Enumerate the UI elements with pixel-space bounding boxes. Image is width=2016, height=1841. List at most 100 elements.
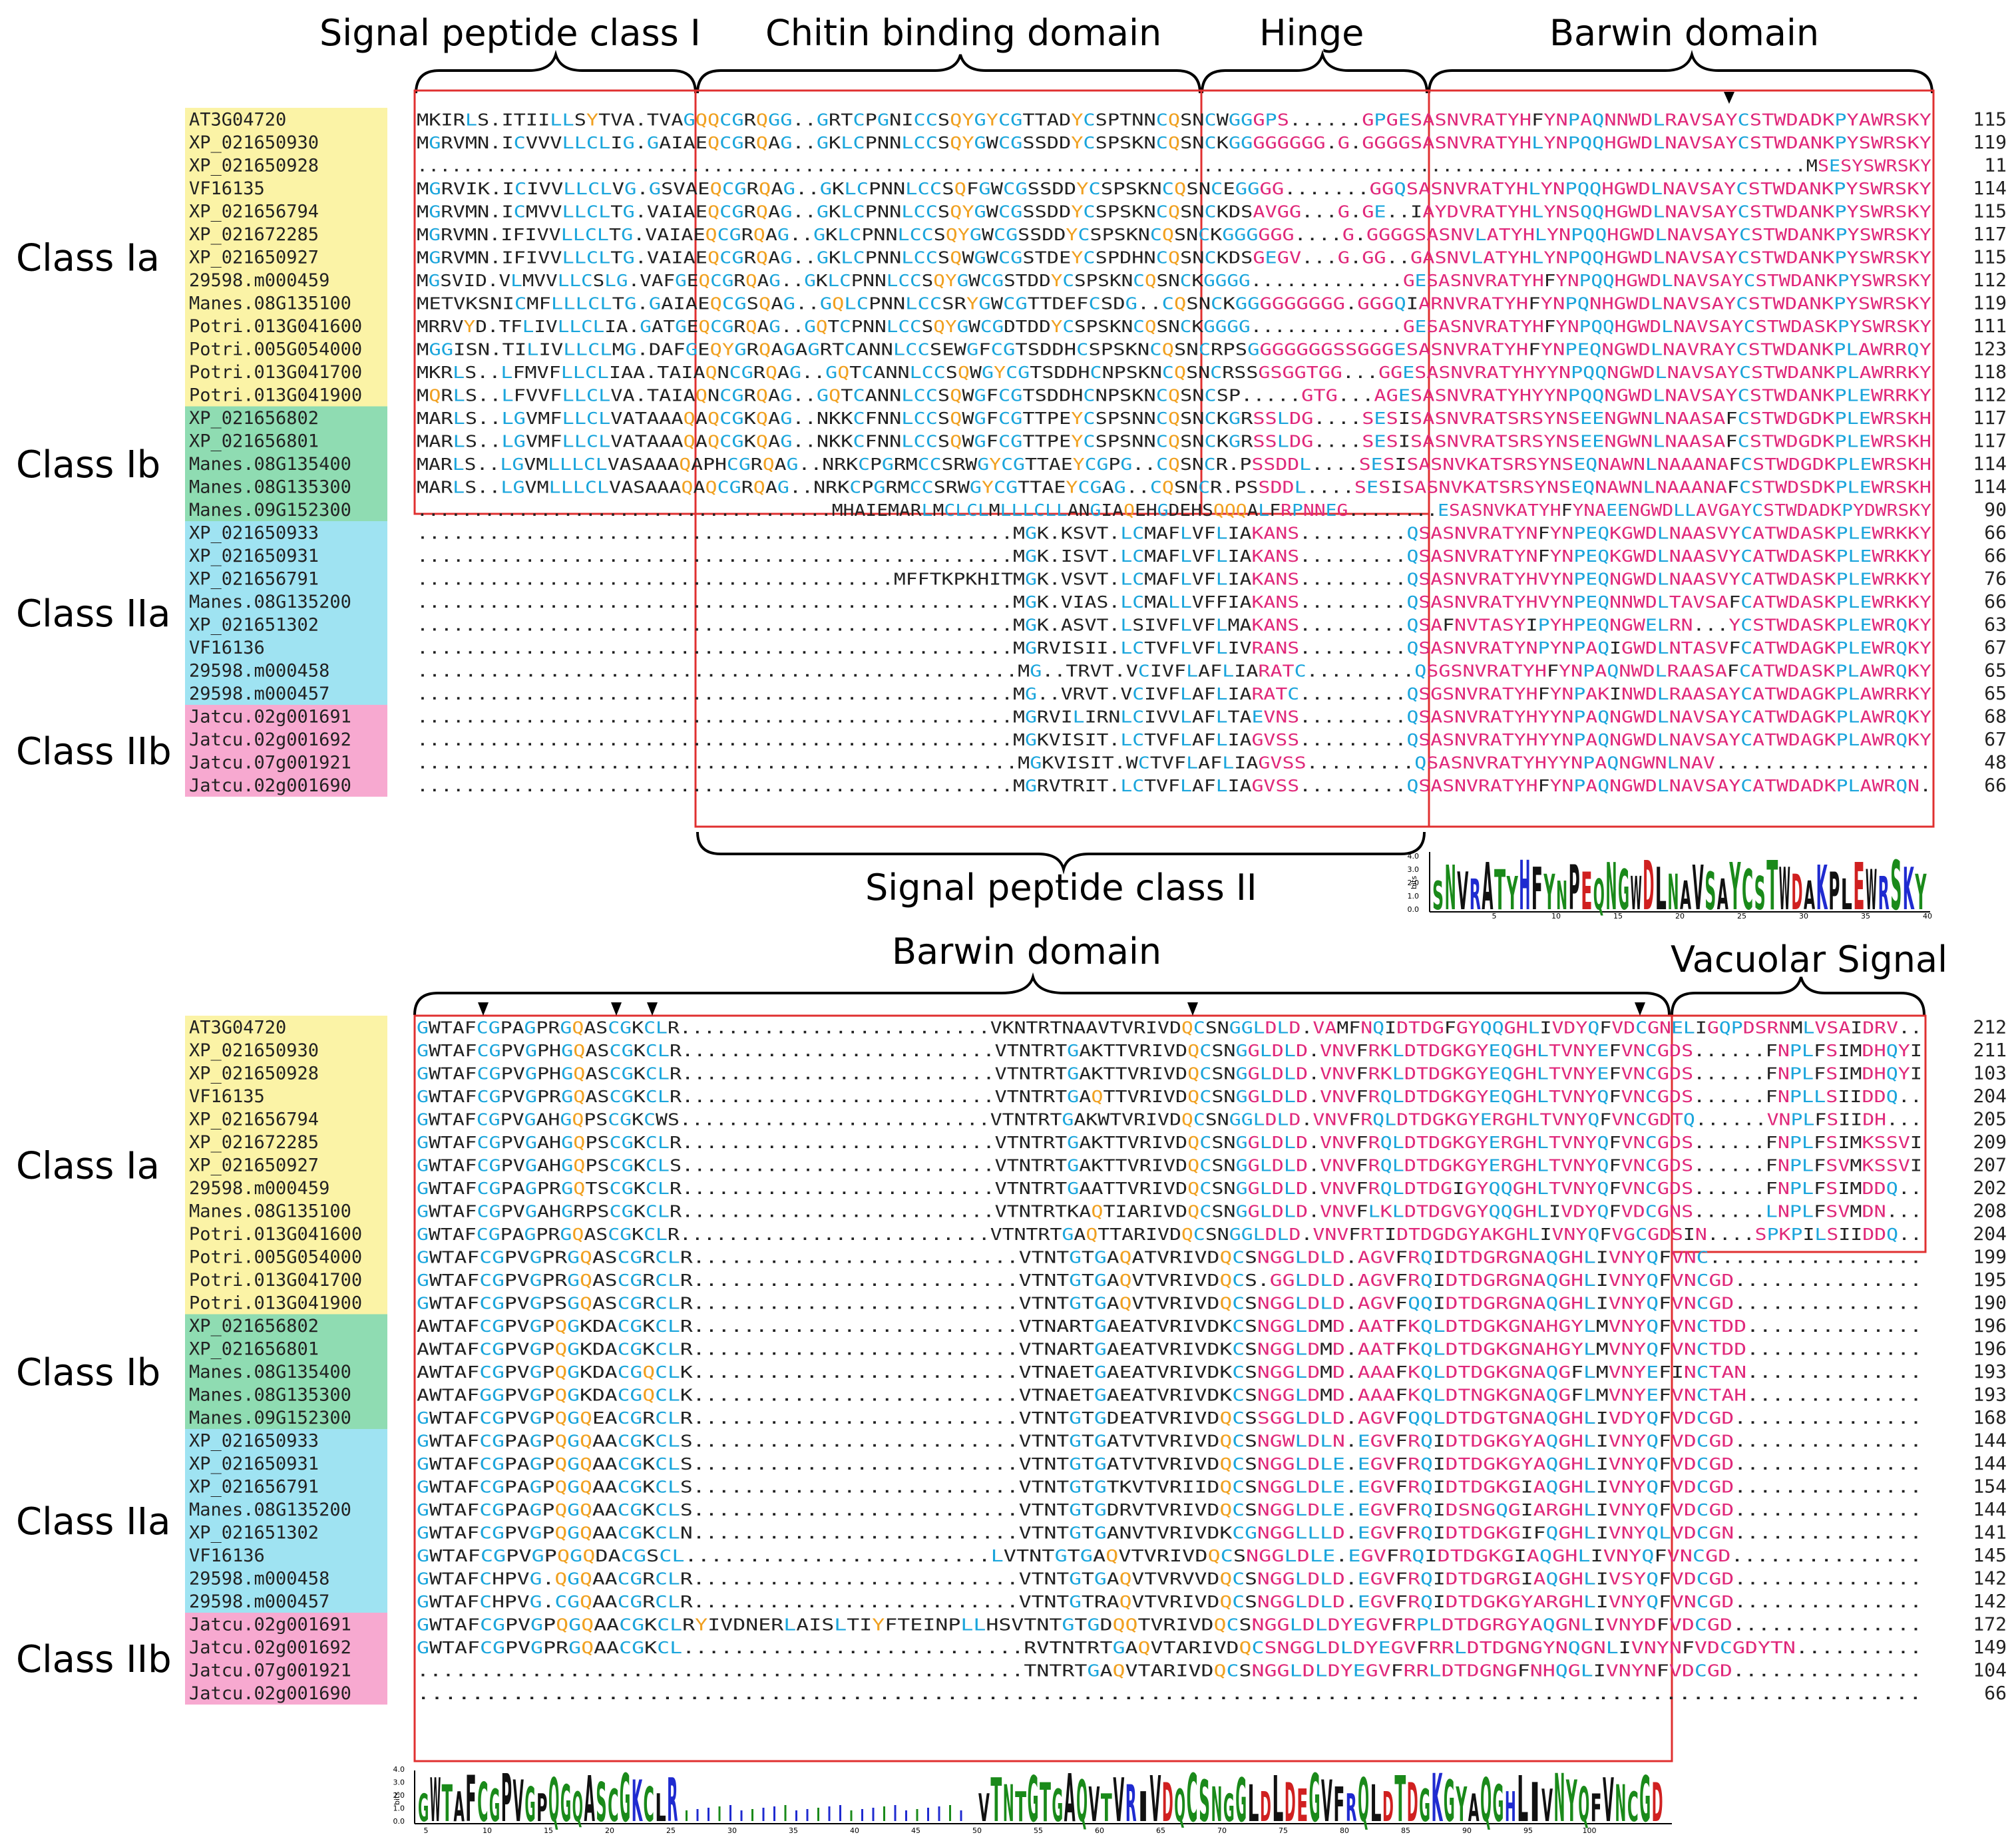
sequence-length: 209 [1973,1131,2007,1153]
logo-x-tick: 35 [1861,912,1870,920]
class-block-row [185,1222,387,1245]
class-block-row [185,567,387,590]
logo-gap-bar [696,1809,699,1821]
sequence-length: 205 [1973,1108,2007,1130]
sequence-id: XP_021656802 [189,1316,319,1336]
logo-letter: D [1407,1772,1418,1835]
sequence-length: 63 [1984,614,2007,636]
class-block-row [185,1589,387,1613]
cys-arrow-icon [611,1002,622,1016]
class-block-row [185,544,387,567]
logo-letter: A [1680,873,1691,919]
header-signal-peptide-class-1: Signal peptide class I [319,12,701,54]
logo-letter: Y [1506,868,1518,920]
sequence-id: XP_021650931 [189,546,319,566]
class-block-row [185,1659,387,1682]
cys-arrow-icon [647,1002,658,1016]
sequence-id: Jatcu.02g001691 [189,1615,351,1635]
sequence-length: 114 [1973,177,2007,199]
logo-letter: C [1742,859,1753,922]
logo-letter: Y [1566,1768,1578,1835]
class-block-row [185,751,387,774]
sequence-length: 66 [1984,774,2007,796]
sequence-id: Manes.09G152300 [189,500,351,520]
logo-letter: C [644,1776,654,1832]
logo-letter: W [1631,868,1642,920]
sequence-length: 141 [1973,1522,2007,1543]
sequence-length: 195 [1973,1269,2007,1291]
logo-letter: S [1705,861,1716,922]
class-block-row [185,1475,387,1498]
logo-letter: G [524,1776,535,1832]
logo-letter: D [1791,864,1802,921]
sequence-length: 144 [1973,1452,2007,1474]
logo-letter: Q [1593,870,1605,919]
logo-letter: F [1333,1776,1344,1832]
class-block-row [185,246,387,269]
sequence-id: XP_021650927 [189,1155,319,1176]
logo-x-tick: 45 [911,1826,920,1835]
logo-letter: A [1482,849,1493,925]
logo-letter: R [1878,868,1890,920]
logo-letter: T [442,1775,453,1834]
sequence-length: 117 [1973,430,2007,452]
logo-gap-bar [872,1808,875,1821]
logo-y-tick: 0.0 [393,1817,405,1826]
sequence-id: 29598.m000458 [189,661,329,682]
sequence-id: XP_021672285 [189,224,319,245]
class-block-row [185,1268,387,1291]
class-block-row [185,1153,387,1177]
sequence-length: 142 [1973,1590,2007,1612]
logo-gap-bar [894,1805,897,1821]
sequence-length: 112 [1973,269,2007,291]
logo-letter: S [1754,868,1766,920]
logo-gap-bar [686,1810,688,1821]
class-block-row [185,475,387,499]
logo-letter: N [1615,1775,1626,1834]
class-block-row [185,1199,387,1223]
logo-x-tick: 40 [850,1826,859,1835]
header-chitin-binding-domain: Chitin binding domain [765,12,1161,54]
sequence-id: XP_021656802 [189,408,319,429]
class-block-row [185,682,387,705]
logo-letter: V [1693,852,1704,924]
logo-letter: V [1541,1780,1553,1832]
logo-gap-bar [839,1805,841,1821]
sequence-id: Manes.08G135400 [189,1362,351,1382]
logo-y-tick: 1.0 [1408,892,1420,901]
logo-letter: W [430,1766,441,1836]
logo-letter: L [1655,856,1667,924]
sequence-id: Jatcu.07g001921 [189,753,351,773]
sequence-length: 193 [1973,1360,2007,1382]
class-block-row [185,1130,387,1153]
panel2-class-labels: Class Ia Class Ib Class IIa Class IIb [16,1144,172,1681]
logo-gap-bar [883,1806,885,1821]
sequence-id: Potri.013G041900 [189,1293,362,1314]
logo-x-tick: 20 [1675,912,1685,920]
logo-letter: N [1605,849,1617,925]
logo-letter: N [1445,852,1456,924]
logo-letter: G [489,1780,500,1832]
sequence-length: 119 [1973,131,2007,153]
logo-letter: V [1150,1764,1161,1836]
sequence-row: ........................................… [417,570,1931,589]
logo-x-tick: 95 [1523,1826,1533,1835]
sequence-id: XP_021651302 [189,615,319,636]
logo-letter: Q [548,1766,559,1836]
sequence-length: 199 [1973,1246,2007,1268]
class-block-row [185,1498,387,1521]
logo-letter: A [584,1764,594,1836]
sequence-length: 204 [1973,1085,2007,1107]
class-block-row [185,1681,387,1705]
brace-barwin2 [413,972,1671,1016]
logo-x-tick: 75 [1279,1826,1288,1835]
sequence-row: ........................................… [417,776,1931,795]
logo-letter: G [1309,1760,1320,1836]
